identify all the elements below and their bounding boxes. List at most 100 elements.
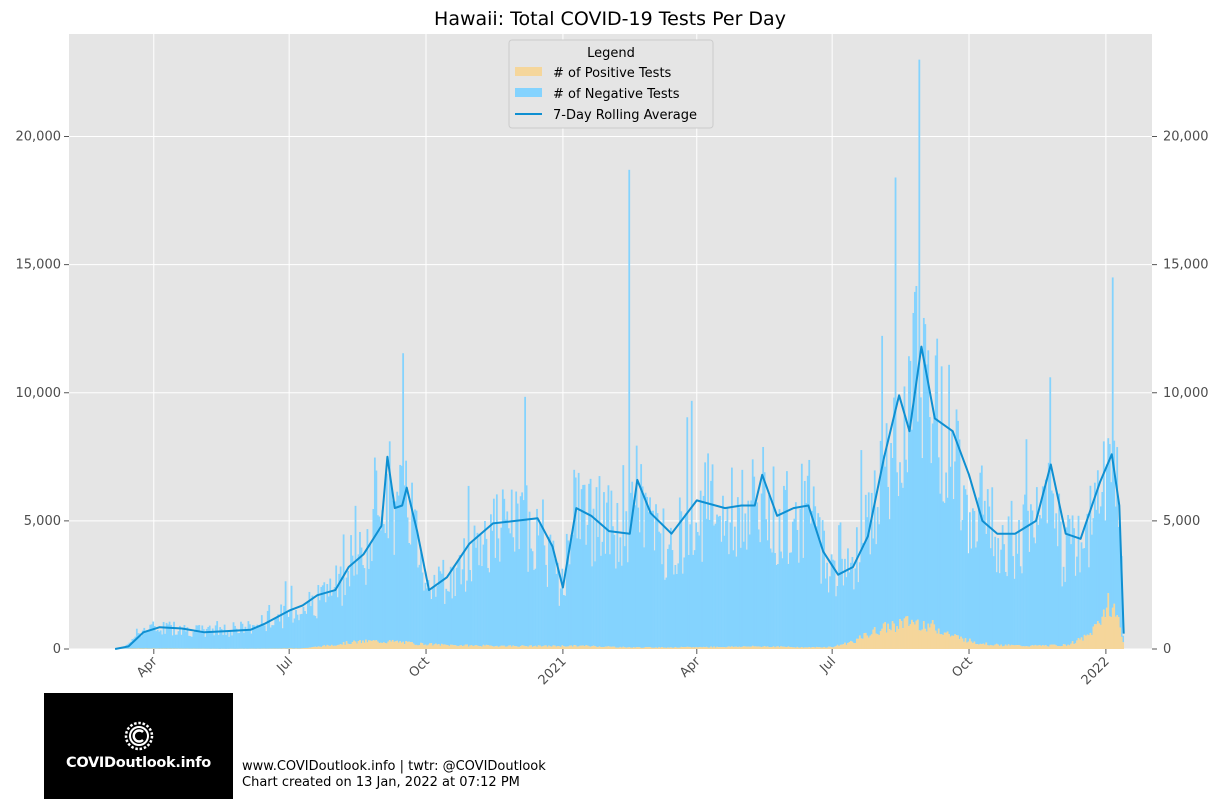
positive-bar bbox=[296, 648, 299, 649]
positive-bar bbox=[515, 646, 518, 649]
positive-bar bbox=[484, 645, 486, 649]
negative-bar bbox=[687, 554, 690, 647]
negative-bar bbox=[994, 536, 997, 645]
positive-bar bbox=[976, 644, 979, 649]
positive-bar bbox=[632, 647, 635, 649]
positive-bar bbox=[954, 634, 956, 649]
negative-bar bbox=[205, 628, 208, 649]
negative-bar bbox=[925, 364, 928, 632]
positive-bar bbox=[668, 647, 671, 649]
negative-bar bbox=[366, 529, 369, 643]
negative-bar bbox=[1119, 525, 1122, 628]
positive-bar bbox=[885, 632, 888, 649]
positive-bar bbox=[622, 646, 625, 649]
negative-bar bbox=[671, 550, 674, 648]
positive-bar bbox=[850, 640, 852, 649]
negative-bar bbox=[558, 605, 561, 647]
negative-bar bbox=[369, 542, 372, 641]
positive-bar bbox=[518, 646, 521, 649]
negative-bar bbox=[378, 516, 381, 644]
positive-bar bbox=[979, 643, 982, 649]
positive-bar bbox=[488, 645, 491, 649]
positive-bar bbox=[500, 645, 503, 649]
positive-bar bbox=[595, 646, 598, 649]
positive-bar bbox=[960, 636, 962, 649]
positive-bar bbox=[701, 647, 704, 649]
negative-bar bbox=[958, 439, 961, 640]
positive-bar bbox=[418, 645, 421, 649]
negative-bar bbox=[1085, 524, 1087, 636]
negative-bar bbox=[899, 462, 901, 620]
positive-bar bbox=[134, 648, 137, 649]
positive-bar bbox=[992, 645, 995, 649]
negative-bar bbox=[931, 423, 934, 621]
negative-bar bbox=[243, 632, 245, 649]
negative-bar bbox=[332, 591, 335, 646]
negative-bar bbox=[171, 635, 174, 649]
negative-bar bbox=[723, 535, 726, 648]
positive-bar bbox=[387, 641, 390, 649]
positive-bar bbox=[930, 623, 933, 649]
positive-bar bbox=[344, 644, 347, 649]
positive-bar bbox=[1091, 635, 1093, 649]
negative-bar bbox=[372, 508, 375, 641]
positive-bar bbox=[882, 623, 885, 649]
negative-bar bbox=[326, 584, 329, 645]
positive-bar bbox=[997, 644, 1000, 649]
positive-bar bbox=[579, 645, 582, 649]
positive-bar bbox=[789, 646, 791, 649]
positive-bar bbox=[1018, 645, 1020, 649]
positive-bar bbox=[1089, 632, 1092, 649]
negative-bar bbox=[211, 628, 214, 649]
negative-bar bbox=[271, 625, 274, 649]
negative-bar bbox=[1056, 546, 1059, 647]
negative-bar bbox=[180, 634, 183, 649]
positive-bar bbox=[385, 643, 388, 649]
negative-bar bbox=[204, 636, 207, 649]
negative-bar bbox=[674, 565, 677, 647]
negative-bar bbox=[550, 545, 553, 647]
positive-bar bbox=[458, 645, 461, 649]
negative-bar bbox=[461, 569, 464, 647]
negative-bar bbox=[1027, 510, 1029, 647]
negative-bar bbox=[803, 480, 806, 648]
positive-bar bbox=[1099, 624, 1102, 649]
positive-bar bbox=[872, 629, 875, 649]
negative-bar bbox=[989, 548, 992, 645]
positive-bar bbox=[952, 635, 955, 649]
positive-bar bbox=[378, 643, 381, 649]
positive-bar bbox=[1034, 644, 1037, 649]
negative-bar bbox=[588, 483, 590, 647]
negative-bar bbox=[814, 506, 817, 648]
positive-bar bbox=[574, 645, 577, 649]
negative-bar bbox=[736, 497, 739, 648]
negative-bar bbox=[796, 529, 799, 647]
negative-bar bbox=[309, 606, 312, 648]
positive-bar bbox=[305, 647, 308, 649]
positive-bar bbox=[454, 645, 457, 649]
positive-bar bbox=[661, 647, 663, 649]
positive-bar bbox=[988, 645, 991, 649]
negative-bar bbox=[659, 533, 662, 648]
negative-bar bbox=[467, 485, 470, 647]
positive-bar bbox=[604, 646, 607, 649]
y-tick-label: 10,000 bbox=[16, 386, 62, 401]
positive-bar bbox=[382, 642, 385, 649]
positive-bar bbox=[348, 644, 351, 649]
positive-bar bbox=[1122, 642, 1125, 649]
negative-bar bbox=[980, 465, 983, 645]
negative-bar bbox=[260, 615, 263, 649]
negative-bar bbox=[903, 386, 906, 619]
negative-bar bbox=[888, 519, 891, 630]
positive-bar bbox=[341, 644, 344, 649]
negative-bar bbox=[1077, 515, 1080, 638]
positive-bar bbox=[696, 647, 699, 649]
negative-bar bbox=[473, 525, 476, 646]
negative-bar bbox=[368, 568, 370, 641]
negative-bar bbox=[922, 317, 925, 622]
negative-bar bbox=[344, 595, 347, 645]
positive-bar bbox=[619, 646, 622, 649]
positive-bar bbox=[974, 644, 977, 649]
positive-bar bbox=[681, 647, 684, 649]
positive-bar bbox=[973, 641, 976, 649]
